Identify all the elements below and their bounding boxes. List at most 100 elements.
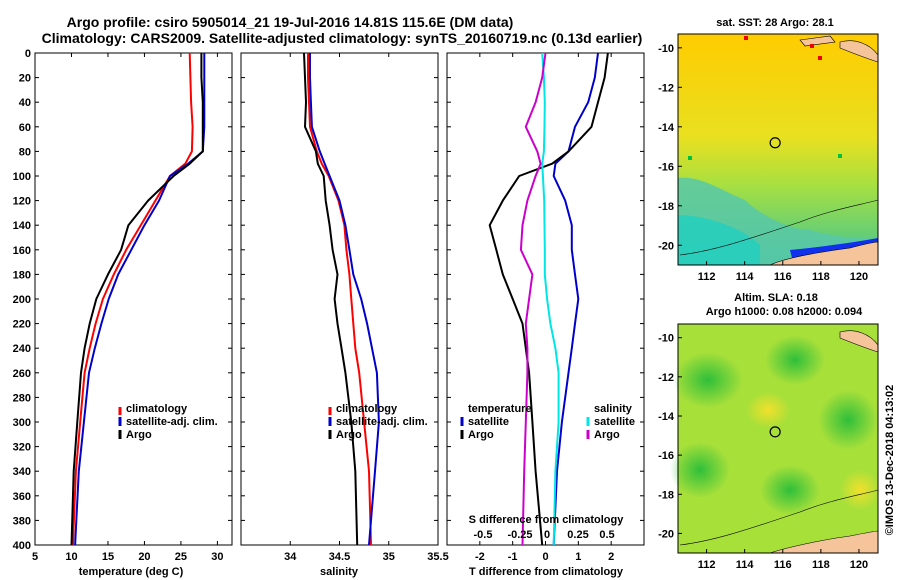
sla-yellow	[746, 392, 790, 428]
salinity-line-argo	[303, 52, 359, 546]
s-diff-tick-label: 0	[544, 529, 550, 541]
sst-map-ytick-label: -16	[658, 161, 674, 173]
temperature-ytick-label: 160	[13, 245, 31, 257]
sst-map-ytick-label: -20	[658, 240, 674, 252]
sla-yellow	[840, 470, 880, 510]
sla-depth-contour	[679, 489, 879, 546]
temperature-legend: climatology satellite-adj. clim. Argo	[118, 403, 218, 441]
temperature-ytick-label: 100	[13, 171, 31, 183]
sst-map-xtick-label: 120	[850, 271, 868, 283]
temperature-xtick-label: 10	[65, 551, 77, 563]
sst-cold-region	[678, 215, 760, 265]
legend-t-satellite: satellite	[468, 416, 509, 428]
legend-s-satellite: satellite	[594, 416, 635, 428]
sst-map-xtick-label: 114	[736, 271, 755, 283]
sst-coastal-band	[790, 238, 878, 258]
temperature-xtick-label: 5	[32, 551, 38, 563]
s-diff-tick-label: -0.25	[507, 529, 532, 541]
sla-map-subtitle: Argo h1000: 0.08 h2000: 0.094	[706, 306, 863, 318]
legend-climatology: climatology	[126, 403, 188, 415]
sla-map-ytick-label: -10	[658, 333, 674, 345]
sst-hot-pixel	[744, 36, 748, 40]
temperature-ytick-label: 300	[13, 417, 31, 429]
sla-australia-land	[769, 530, 879, 554]
legend-t-argo: Argo	[468, 429, 494, 441]
legend-salinity-title: salinity	[594, 403, 633, 415]
sst-hot-pixel	[810, 44, 814, 48]
difference-line-s-satellite	[541, 52, 560, 546]
difference-xtick-label: -1	[508, 551, 518, 563]
sst-map-ytick-label: -14	[658, 122, 675, 134]
sla-map-ytick-label: -20	[658, 528, 674, 540]
temperature-ytick-label: 80	[19, 146, 31, 158]
sst-hot-pixel	[818, 56, 822, 60]
watermark: ©IMOS 13-Dec-2018 04:13:02	[884, 385, 896, 536]
temperature-ytick-label: 20	[19, 73, 31, 85]
temperature-xtick-label: 20	[138, 551, 150, 563]
sst-map-xtick-label: 118	[812, 271, 830, 283]
temperature-ytick-label: 60	[19, 122, 31, 134]
s-diff-tick-label: 0.25	[567, 529, 588, 541]
temperature-ytick-label: 200	[13, 294, 31, 306]
salinity-xtick-label: 35.5	[427, 551, 448, 563]
legend-argo: Argo	[126, 429, 152, 441]
difference-line-t-satellite	[552, 52, 599, 546]
salinity-line-climatology	[307, 53, 372, 546]
temperature-ytick-label: 380	[13, 515, 31, 527]
sst-map-frame	[677, 33, 879, 266]
sla-map-ytick-label: -18	[658, 489, 674, 501]
salinity-xtick-label: 34	[284, 551, 297, 563]
sst-map-ytick-label: -10	[658, 43, 674, 55]
temperature-ytick-label: 220	[13, 319, 31, 331]
legend-satellite: satellite-adj. clim.	[336, 416, 428, 428]
temperature-ytick-label: 0	[25, 48, 31, 60]
sst-map-xtick-label: 112	[698, 271, 716, 283]
sst-australia-land	[769, 241, 879, 266]
sla-map-title: Altim. SLA: 0.18	[734, 292, 818, 304]
difference-line-s-argo	[519, 52, 547, 546]
difference-legend: temperature satellite Argo salinity sate…	[460, 403, 635, 441]
difference-xtick-label: 1	[575, 551, 581, 563]
sst-map-ytick-label: -18	[658, 201, 674, 213]
sla-map-xtick-label: 116	[774, 559, 792, 571]
temperature-xtick-label: 30	[211, 551, 223, 563]
temperature-line-satellite-adj-clim-	[74, 53, 206, 546]
sla-high	[670, 442, 730, 498]
difference-line-t-argo	[488, 52, 609, 546]
temperature-panel	[34, 52, 233, 546]
legend-satellite: satellite-adj. clim.	[126, 416, 218, 428]
sst-map-title: sat. SST: 28 Argo: 28.1	[716, 17, 834, 29]
salinity-xlabel: salinity	[320, 566, 359, 578]
difference-xtick-label: 2	[608, 551, 614, 563]
temperature-ytick-label: 400	[13, 540, 31, 552]
temperature-ytick-label: 360	[13, 491, 31, 503]
sst-map	[677, 33, 879, 266]
temperature-ytick-label: 40	[19, 97, 31, 109]
difference-xlabel: T difference from climatology	[469, 566, 624, 578]
temperature-line-argo	[70, 53, 204, 546]
salinity-legend: climatology satellite-adj. clim. Argo	[328, 403, 428, 441]
figure-title: Argo profile: csiro 5905014_21 19-Jul-20…	[67, 14, 514, 30]
sla-map-xtick-label: 112	[698, 559, 716, 571]
sst-map-xtick-label: 116	[774, 271, 792, 283]
sla-map-ytick-label: -16	[658, 450, 674, 462]
s-difference-label: S difference from climatology	[469, 514, 625, 526]
temperature-ytick-label: 140	[13, 220, 31, 232]
temperature-line-climatology	[71, 52, 194, 546]
sst-cool-pixel	[688, 156, 692, 160]
figure-subtitle: Climatology: CARS2009. Satellite-adjuste…	[42, 30, 643, 46]
sla-map-argo-marker	[769, 426, 781, 438]
sla-map-frame	[677, 323, 879, 554]
salinity-panel	[240, 52, 439, 546]
sst-depth-contour	[679, 199, 879, 256]
temperature-ytick-label: 180	[13, 269, 31, 281]
temperature-ytick-label: 240	[13, 343, 31, 355]
temperature-ytick-label: 340	[13, 466, 31, 478]
sla-map-xtick-label: 120	[850, 559, 868, 571]
temperature-ytick-label: 280	[13, 392, 31, 404]
temperature-ytick-label: 260	[13, 368, 31, 380]
difference-xtick-label: 0	[542, 551, 548, 563]
salinity-xtick-label: 34.5	[329, 551, 350, 563]
sla-map-ytick-label: -12	[658, 372, 674, 384]
